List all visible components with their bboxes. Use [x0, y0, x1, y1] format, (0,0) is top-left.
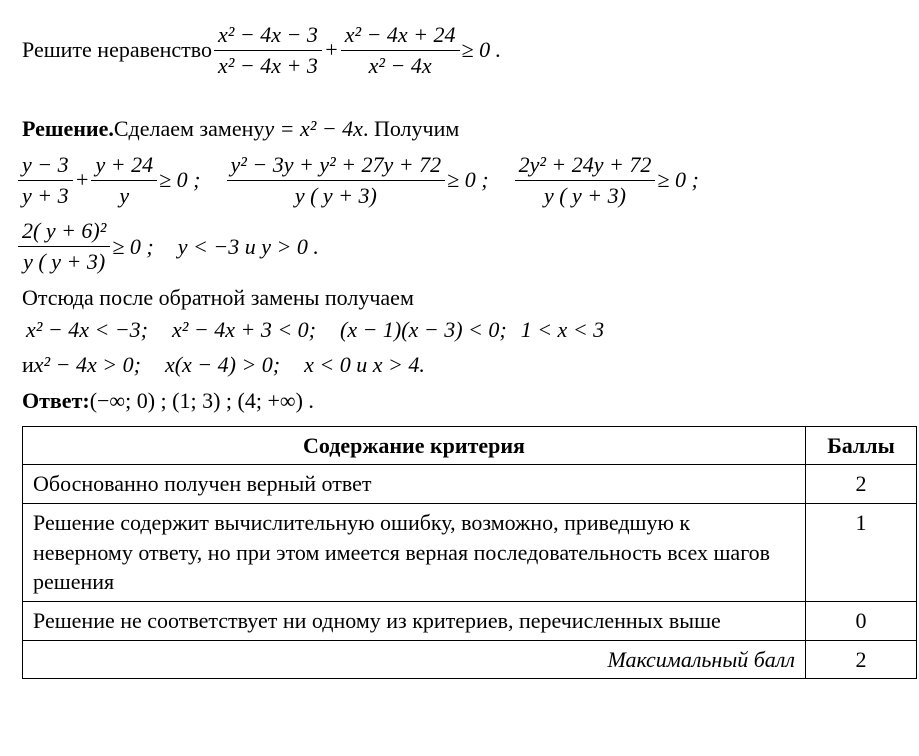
table-row: Обоснованно получен верный ответ 2 [23, 465, 917, 504]
criteria-desc: Обоснованно получен верный ответ [23, 465, 806, 504]
geq-zero: ≥ 0 ; [112, 232, 153, 262]
table-row-max: Максимальный балл 2 [23, 640, 917, 679]
plus-sign: + [75, 165, 90, 195]
frac-numerator: x² − 4x − 3 [214, 20, 322, 51]
back-substitution-text: Отсюда после обратной замены получаем [22, 283, 414, 313]
expr: 1 < x < 3 [521, 315, 604, 345]
expr: (x − 1)(x − 3) < 0; [340, 315, 507, 345]
frac-denominator: y ( y + 3) [19, 247, 109, 277]
answer-label: Ответ: [22, 386, 90, 416]
frac-denominator: y [115, 181, 133, 211]
frac: y + 24 y [91, 150, 157, 210]
frac-denominator: x² − 4x [365, 51, 436, 81]
derivation-line-2: 2( y + 6)² y ( y + 3) ≥ 0 ; y < −3 и y >… [16, 216, 907, 276]
expr: x² − 4x > 0; [34, 350, 141, 380]
table-row: Решение не соответствует ни одному из кр… [23, 602, 917, 641]
criteria-header-row: Содержание критерия Баллы [23, 426, 917, 465]
frac-numerator: y² − 3y + y² + 27y + 72 [227, 150, 446, 181]
frac: 2( y + 6)² y ( y + 3) [18, 216, 110, 276]
frac-denominator: y + 3 [18, 181, 73, 211]
criteria-header-content: Содержание критерия [23, 426, 806, 465]
y-conditions: y < −3 и y > 0 . [178, 232, 319, 262]
substitution-prefix: Сделаем замену [114, 114, 264, 144]
derivation-line-1: y − 3 y + 3 + y + 24 y ≥ 0 ; y² − 3y + y… [16, 150, 907, 210]
criteria-points: 2 [806, 465, 917, 504]
derivation-line-3: Отсюда после обратной замены получаем [22, 283, 907, 313]
criteria-points: 1 [806, 503, 917, 601]
problem-statement: Решите неравенство x² − 4x − 3 x² − 4x +… [22, 20, 907, 80]
substitution-expr: y = x² − 4x [264, 114, 363, 144]
criteria-points: 0 [806, 602, 917, 641]
geq-zero: ≥ 0 ; [447, 165, 488, 195]
criteria-table: Содержание критерия Баллы Обоснованно по… [22, 426, 917, 680]
expr: x < 0 и x > 4. [304, 350, 425, 380]
frac-numerator: x² − 4x + 24 [341, 20, 460, 51]
answer-line: Ответ: (−∞; 0) ; (1; 3) ; (4; +∞) . [22, 386, 907, 416]
solution-heading: Решение. Сделаем замену y = x² − 4x . По… [22, 114, 907, 144]
expr: x(x − 4) > 0; [165, 350, 280, 380]
max-label: Максимальный балл [23, 640, 806, 679]
problem-tail: ≥ 0 . [462, 35, 502, 65]
frac: y² − 3y + y² + 27y + 72 y ( y + 3) [227, 150, 446, 210]
problem-frac-2: x² − 4x + 24 x² − 4x [341, 20, 460, 80]
geq-zero: ≥ 0 ; [657, 165, 698, 195]
solution-label: Решение. [22, 114, 114, 144]
frac-denominator: y ( y + 3) [291, 181, 381, 211]
answer-value: (−∞; 0) ; (1; 3) ; (4; +∞) . [90, 386, 314, 416]
geq-zero: ≥ 0 ; [159, 165, 200, 195]
criteria-desc: Решение не соответствует ни одному из кр… [23, 602, 806, 641]
criteria-desc: Решение содержит вычислительную ошибку, … [23, 503, 806, 601]
frac-numerator: y + 24 [91, 150, 157, 181]
and-text: и [22, 350, 34, 380]
frac-denominator: x² − 4x + 3 [214, 51, 322, 81]
expr: x² − 4x + 3 < 0; [172, 315, 316, 345]
table-row: Решение содержит вычислительную ошибку, … [23, 503, 917, 601]
page: Решите неравенство x² − 4x − 3 x² − 4x +… [0, 0, 919, 756]
plus-sign: + [324, 35, 339, 65]
frac-numerator: 2( y + 6)² [18, 216, 110, 247]
expr: x² − 4x < −3; [26, 315, 148, 345]
derivation-line-4: x² − 4x < −3; x² − 4x + 3 < 0; (x − 1)(x… [26, 315, 907, 345]
problem-prefix: Решите неравенство [22, 35, 212, 65]
frac: 2y² + 24y + 72 y ( y + 3) [515, 150, 656, 210]
frac-numerator: y − 3 [18, 150, 73, 181]
frac-denominator: y ( y + 3) [540, 181, 630, 211]
substitution-suffix: . Получим [363, 114, 459, 144]
derivation-line-5: и x² − 4x > 0; x(x − 4) > 0; x < 0 и x >… [22, 350, 907, 380]
problem-frac-1: x² − 4x − 3 x² − 4x + 3 [214, 20, 322, 80]
frac: y − 3 y + 3 [18, 150, 73, 210]
frac-numerator: 2y² + 24y + 72 [515, 150, 656, 181]
max-value: 2 [806, 640, 917, 679]
criteria-header-points: Баллы [806, 426, 917, 465]
